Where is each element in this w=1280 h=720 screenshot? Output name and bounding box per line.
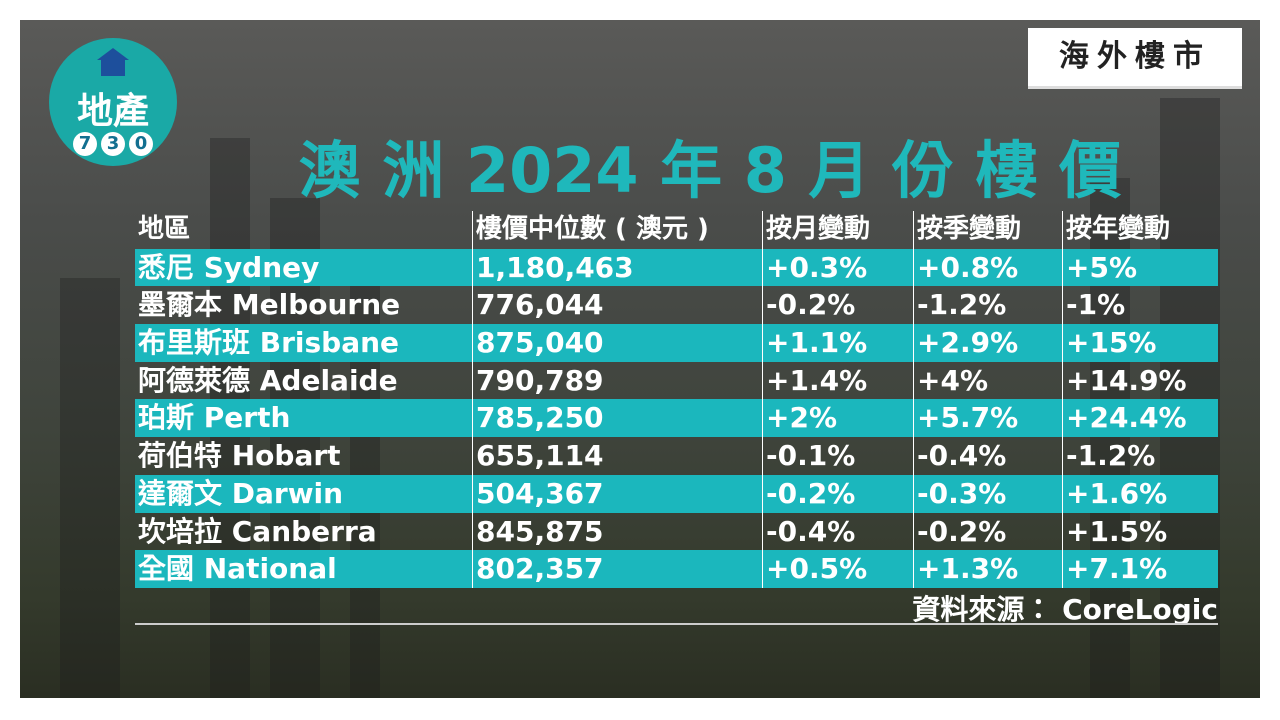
- header-cell: 按月變動: [762, 211, 913, 249]
- table-cell: +1.6%: [1062, 474, 1218, 513]
- table-row: 坎培拉 Canberra 845,875 -0.4% -0.2% +1.5%: [135, 512, 1218, 551]
- source: 資料來源： CoreLogic: [912, 593, 1218, 626]
- table-cell: -1%: [1062, 286, 1218, 325]
- logo-digit: 0: [129, 132, 153, 156]
- table-cell: +7.1%: [1062, 550, 1218, 588]
- house-icon: [97, 48, 129, 76]
- logo: 地產 7 3 0: [49, 38, 177, 166]
- table-row: 悉尼 Sydney 1,180,463 +0.3% +0.8% +5%: [135, 248, 1218, 287]
- header-cell: 按年變動: [1062, 211, 1218, 249]
- table-cell: +1.4%: [762, 361, 913, 400]
- table-row: 達爾文 Darwin 504,367 -0.2% -0.3% +1.6%: [135, 474, 1218, 513]
- skyline: [1160, 98, 1220, 698]
- table-cell: 全國 National: [138, 552, 337, 586]
- table-cell: +15%: [1062, 324, 1218, 362]
- table-cell: 墨爾本 Melbourne: [138, 288, 401, 322]
- table-cell: 布里斯班 Brisbane: [138, 326, 400, 360]
- logo-digit: 3: [101, 132, 125, 156]
- table-cell: -0.4%: [762, 512, 913, 551]
- table-cell: +0.3%: [762, 248, 913, 287]
- table-cell: 達爾文 Darwin: [138, 476, 344, 510]
- table-cell: +5%: [1062, 248, 1218, 287]
- skyline: [60, 278, 120, 698]
- section-tag: 海外樓市: [1028, 28, 1242, 89]
- graphic: 地產 7 3 0 海外樓市 澳 洲 2024 年 8 月 份 樓 價 地區 樓價中…: [20, 20, 1260, 698]
- table-cell: 655,114: [472, 437, 762, 475]
- table-cell: 504,367: [472, 474, 762, 513]
- table-cell: 悉尼 Sydney: [138, 250, 320, 284]
- table-cell: +5.7%: [913, 399, 1062, 438]
- table-row: 珀斯 Perth 785,250 +2% +5.7% +24.4%: [135, 399, 1218, 438]
- table-cell: 1,180,463: [472, 248, 762, 287]
- table-cell: 785,250: [472, 399, 762, 438]
- table-cell: -0.4%: [913, 437, 1062, 475]
- table-row: 布里斯班 Brisbane 875,040 +1.1% +2.9% +15%: [135, 324, 1218, 362]
- table-cell: 790,789: [472, 361, 762, 400]
- logo-text: 地產: [76, 91, 149, 132]
- title: 澳 洲 2024 年 8 月 份 樓 價: [298, 134, 1122, 207]
- table-cell: +1.1%: [762, 324, 913, 362]
- table-cell: +1.3%: [913, 550, 1062, 588]
- table-cell: -1.2%: [1062, 437, 1218, 475]
- table-cell: -0.2%: [762, 474, 913, 513]
- table-cell: -0.1%: [762, 437, 913, 475]
- table-cell: 802,357: [472, 550, 762, 588]
- table-cell: -1.2%: [913, 286, 1062, 325]
- table-row: 全國 National 802,357 +0.5% +1.3% +7.1%: [135, 550, 1218, 588]
- table-row: 阿德萊德 Adelaide 790,789 +1.4% +4% +14.9%: [135, 361, 1218, 400]
- table-row: 墨爾本 Melbourne 776,044 -0.2% -1.2% -1%: [135, 286, 1218, 325]
- table-cell: +24.4%: [1062, 399, 1218, 438]
- logo-digits: 7 3 0: [73, 132, 153, 156]
- table-cell: +1.5%: [1062, 512, 1218, 551]
- table-cell: -0.2%: [762, 286, 913, 325]
- table-cell: +2%: [762, 399, 913, 438]
- table-cell: 875,040: [472, 324, 762, 362]
- table-cell: +2.9%: [913, 324, 1062, 362]
- table-cell: -0.2%: [913, 512, 1062, 551]
- table-cell: +0.8%: [913, 248, 1062, 287]
- table-cell: 845,875: [472, 512, 762, 551]
- header-cell: 樓價中位數 ( 澳元 ): [472, 211, 762, 249]
- table-cell: +14.9%: [1062, 361, 1218, 400]
- table-cell: +4%: [913, 361, 1062, 400]
- header-cell: 地區: [138, 214, 191, 244]
- table-row: 荷伯特 Hobart 655,114 -0.1% -0.4% -1.2%: [135, 437, 1218, 475]
- logo-digit: 7: [73, 132, 97, 156]
- header-cell: 按季變動: [913, 211, 1062, 249]
- table-cell: -0.3%: [913, 474, 1062, 513]
- table-cell: 776,044: [472, 286, 762, 325]
- table-cell: 珀斯 Perth: [138, 401, 291, 435]
- header-row: 地區 樓價中位數 ( 澳元 ) 按月變動 按季變動 按年變動: [135, 211, 1218, 249]
- rule: [135, 623, 1218, 625]
- price-table: 地區 樓價中位數 ( 澳元 ) 按月變動 按季變動 按年變動悉尼 Sydney 1,180…: [135, 211, 1218, 588]
- table-cell: 荷伯特 Hobart: [138, 439, 341, 473]
- table-cell: +0.5%: [762, 550, 913, 588]
- table-cell: 阿德萊德 Adelaide: [138, 363, 398, 397]
- table-cell: 坎培拉 Canberra: [138, 514, 377, 548]
